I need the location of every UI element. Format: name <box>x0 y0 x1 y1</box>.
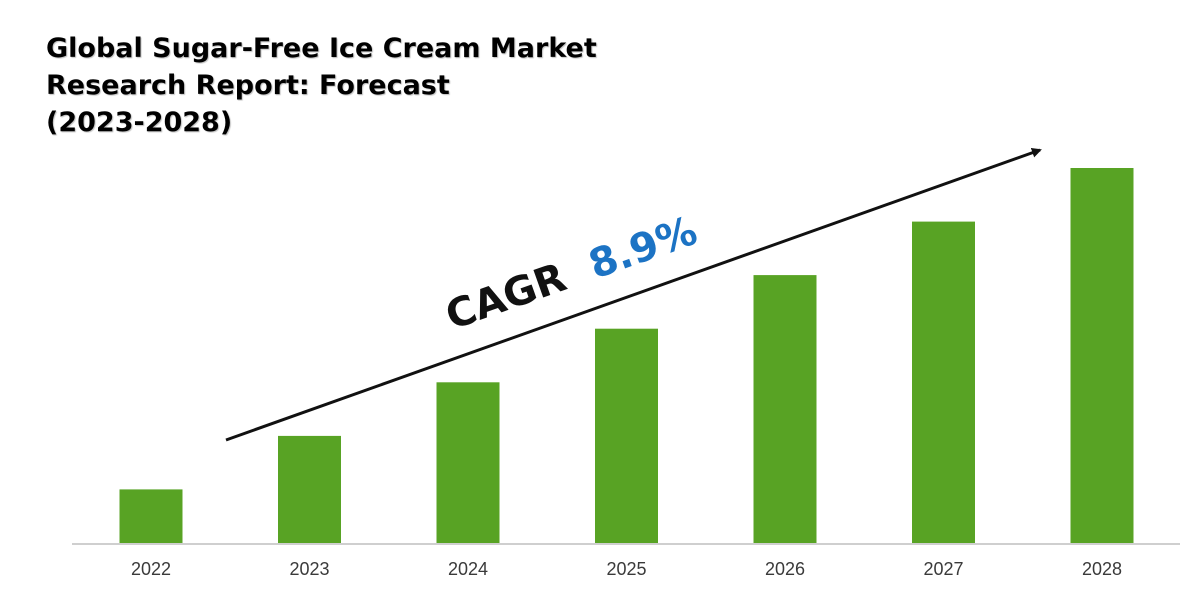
bar-2025 <box>595 328 658 543</box>
growth-trend-arrow <box>225 147 1042 442</box>
bar-2026 <box>753 275 817 543</box>
chart-title-line-2: Research Report: Forecast <box>46 70 450 101</box>
cagr-label: CAGR <box>440 255 572 340</box>
x-tick-label-2028: 2028 <box>1082 559 1122 579</box>
x-tick-label-2024: 2024 <box>448 559 488 579</box>
x-axis-ticks: 2022 2023 2024 2025 2026 2027 2028 <box>131 559 1122 579</box>
bar-2024 <box>436 382 500 543</box>
chart-title-line-1: Global Sugar-Free Ice Cream Market <box>46 33 597 64</box>
cagr-annotation: CAGR 8.9% <box>440 208 703 340</box>
bar-2028 <box>1070 168 1134 543</box>
chart-title-line-3: (2023-2028) <box>46 107 233 138</box>
x-tick-label-2025: 2025 <box>606 559 646 579</box>
bar-2022 <box>119 489 183 543</box>
x-tick-label-2026: 2026 <box>765 559 805 579</box>
bar-2023 <box>278 435 341 543</box>
x-tick-label-2023: 2023 <box>289 559 329 579</box>
x-tick-label-2027: 2027 <box>923 559 963 579</box>
bar-2027 <box>912 221 975 543</box>
x-tick-label-2022: 2022 <box>131 559 171 579</box>
bars-group <box>119 168 1134 543</box>
chart-title: Global Sugar-Free Ice Cream Market Resea… <box>46 30 646 141</box>
